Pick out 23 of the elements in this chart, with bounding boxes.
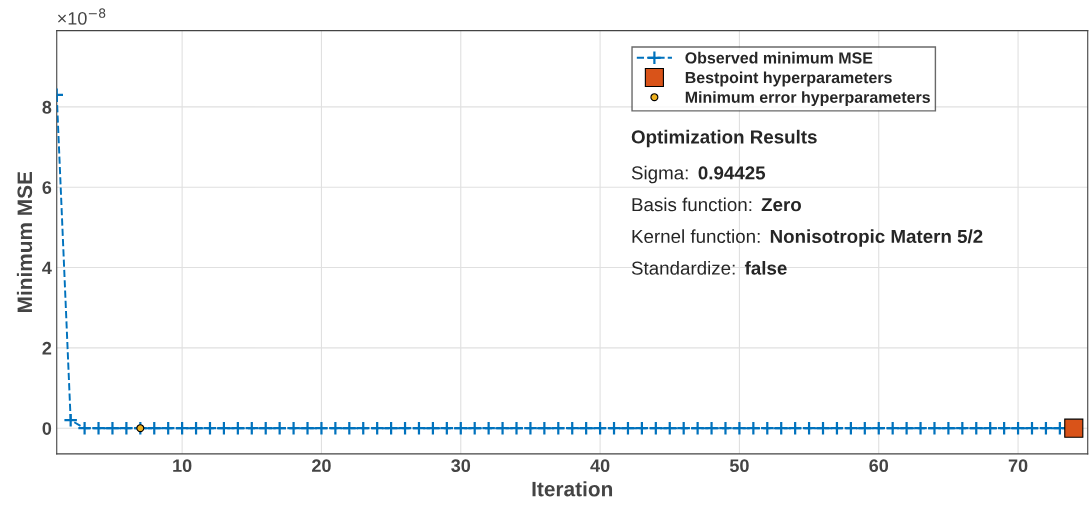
- x-tick-label: 60: [869, 459, 889, 473]
- x-tick-label: 20: [312, 459, 331, 473]
- x-tick-label: 40: [590, 459, 610, 473]
- x-tick-label: 10: [173, 459, 192, 473]
- legend-label: Bestpoint hyperparameters: [685, 71, 892, 87]
- legend-label: Observed minimum MSE: [685, 51, 873, 64]
- annotation: Optimization Results: [631, 129, 817, 148]
- annotation: Kernel function: Nonisotropic Matern 5/2: [632, 229, 983, 247]
- annotation: Sigma: 0.94425: [631, 165, 766, 184]
- y-axis-title: Minimum MSE: [16, 171, 33, 313]
- x-tick-label: 30: [451, 459, 471, 473]
- x-tick-label: 70: [1008, 459, 1028, 473]
- x-tick-label: 50: [729, 459, 749, 473]
- y-tick-label: 6: [42, 181, 52, 194]
- annotation: Standardize: false: [631, 261, 787, 275]
- y-tick-label: 2: [42, 341, 52, 355]
- text: ×10$^{−8}$: [57, 8, 106, 25]
- y-tick-label: 8: [42, 100, 52, 114]
- y-tick-label: 4: [42, 261, 52, 275]
- x-axis-title: Iteration: [532, 481, 613, 497]
- y-tick-label: 0: [42, 422, 52, 435]
- legend-label: Minimum error hyperparameters: [685, 91, 930, 107]
- annotation: Basis function: Zero: [632, 197, 801, 212]
